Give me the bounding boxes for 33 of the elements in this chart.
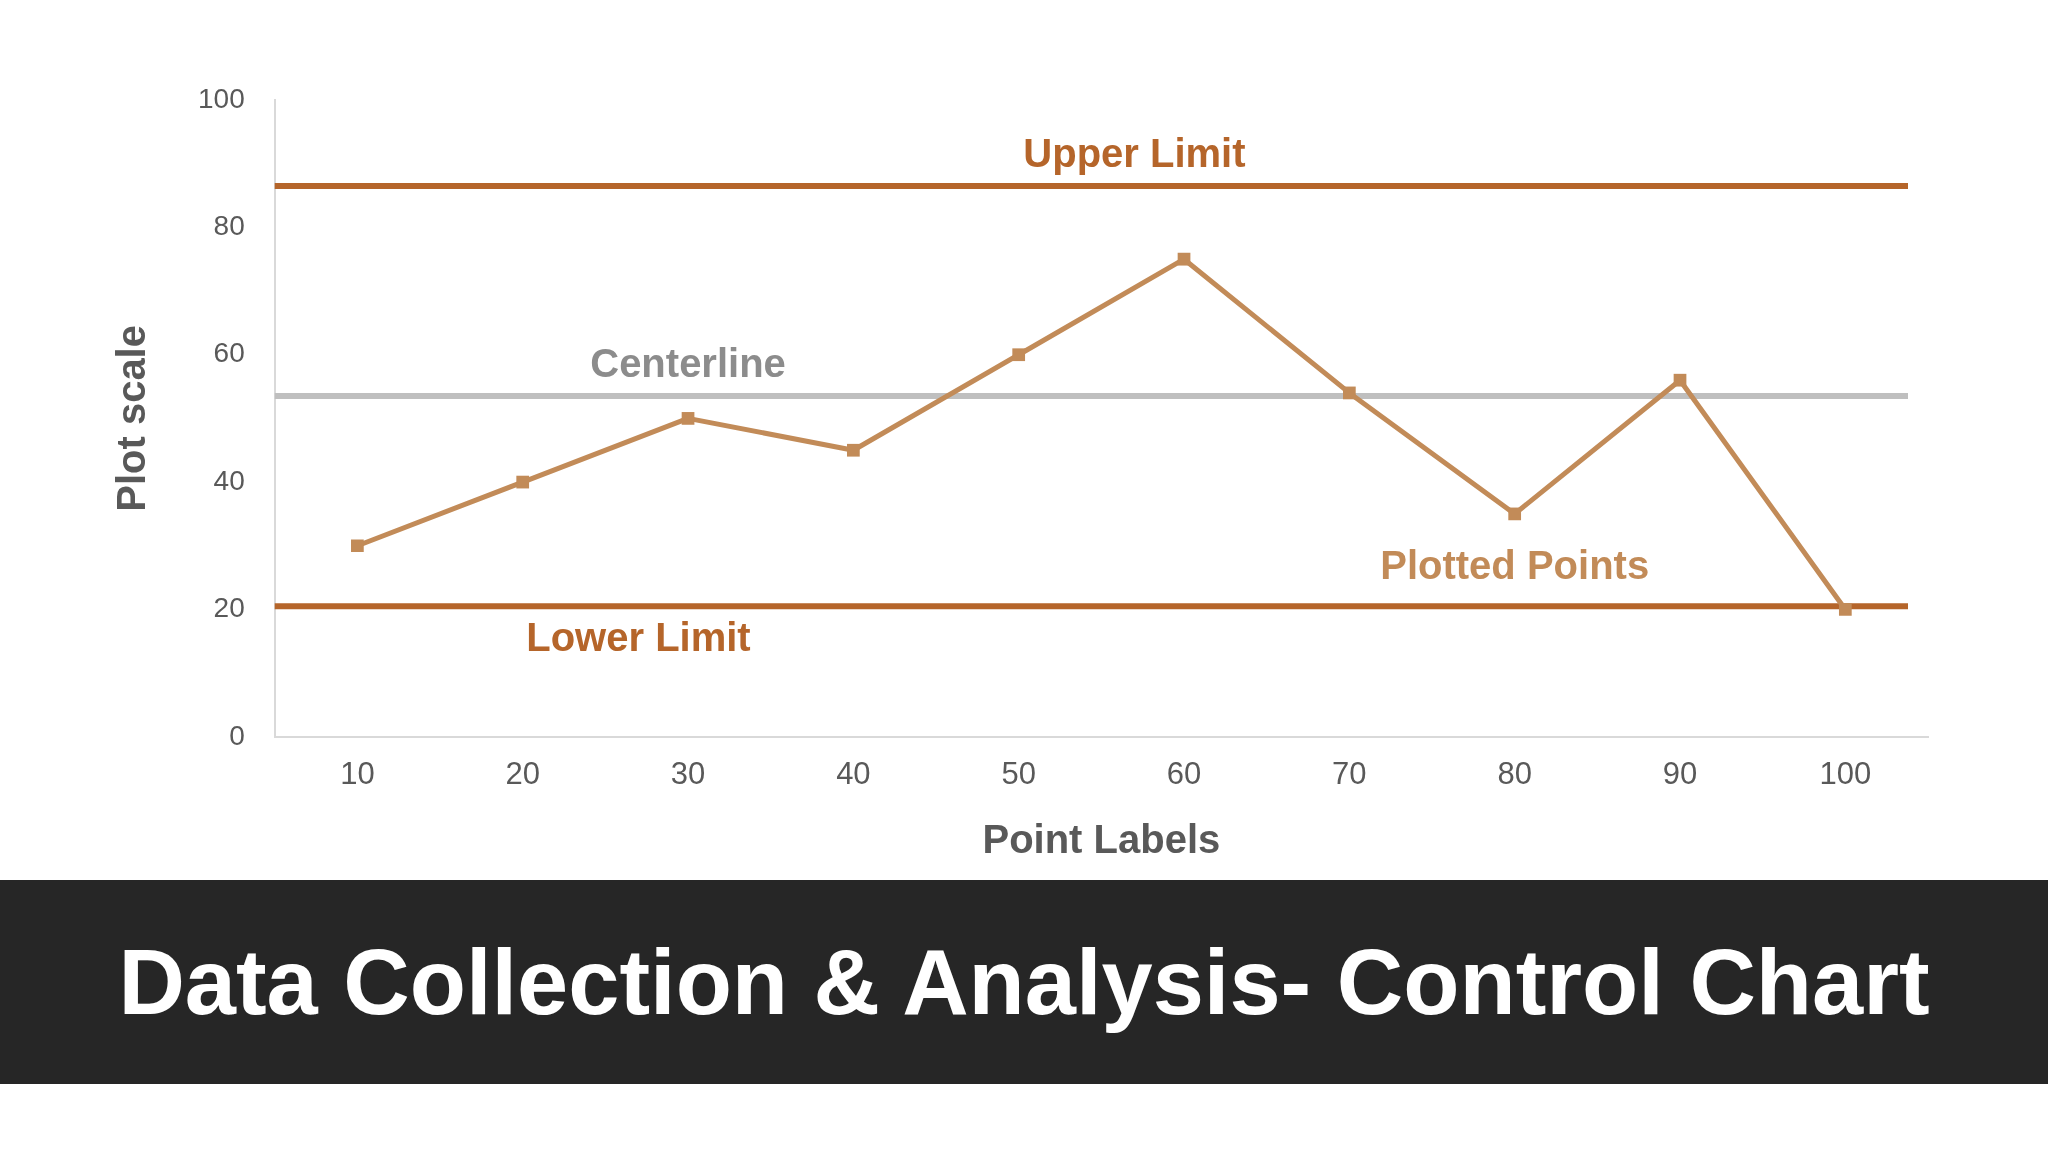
x-tick-label: 90 [1662,755,1698,791]
x-tick-label: 40 [836,755,871,791]
x-tick-label: 50 [1001,755,1036,791]
x-tick-label: 80 [1497,755,1532,791]
point [1177,252,1191,266]
y-tick-label: 60 [213,337,245,369]
x-tick-label: 20 [505,755,540,791]
text: Data Collection & Analysis- Control Chart [0,880,2048,1084]
point [1342,386,1356,400]
ref-line-label: Lower Limit [526,615,751,660]
point [351,539,364,553]
point [1508,507,1522,521]
point [516,475,530,489]
x-tick-label: 100 [1819,755,1872,791]
x-tick-label: 70 [1332,755,1367,791]
y-tick-label: 20 [213,592,245,624]
point [847,443,860,457]
y-tick-label: 0 [229,719,245,751]
x-tick-label: 60 [1166,755,1202,791]
point [1838,603,1852,616]
point [681,412,695,425]
y-tick-label: 100 [198,82,245,114]
ref-line-label: Centerline [590,341,786,386]
y-tick-label: 80 [213,210,245,242]
point [1673,373,1687,387]
series-label: Plotted Points [1380,543,1650,588]
y-axis-title: Plot scale [109,325,154,512]
x-tick-label: 10 [340,755,375,791]
point [1012,348,1026,362]
y-tick-label: 40 [213,464,245,496]
x-tick-label: 30 [670,755,706,791]
x-axis-title: Point Labels [982,817,1221,862]
ref-line-label: Upper Limit [1023,131,1246,175]
